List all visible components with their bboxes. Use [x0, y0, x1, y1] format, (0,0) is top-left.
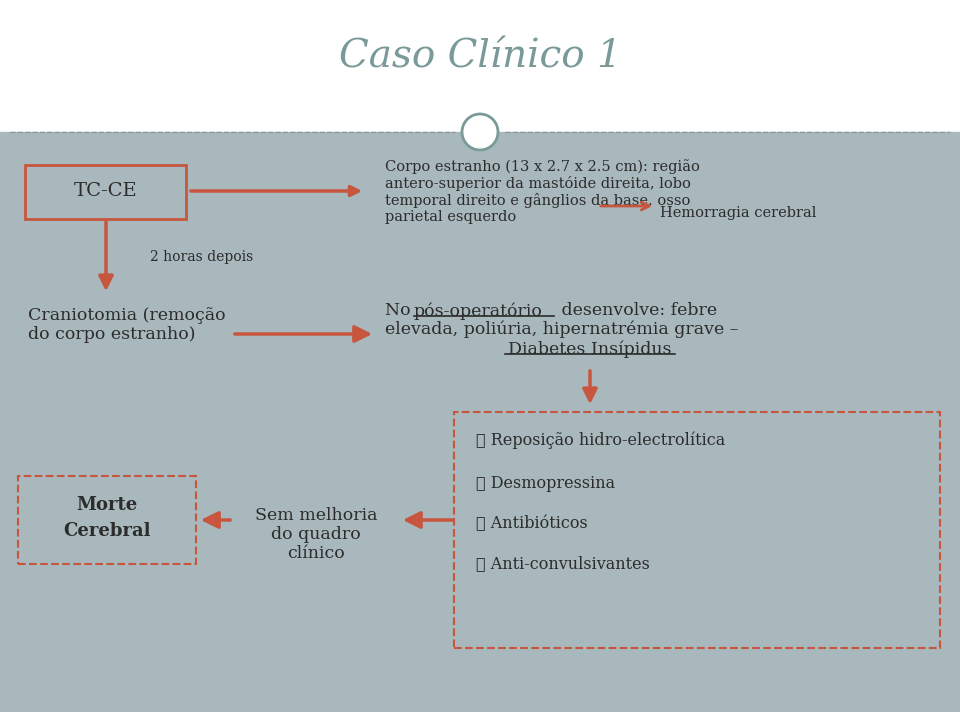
Text: Morte
Cerebral: Morte Cerebral: [63, 496, 151, 540]
Text: 2 horas depois: 2 horas depois: [150, 250, 253, 264]
Bar: [0, 132, 960, 712]
Text: TC-CE: TC-CE: [74, 182, 138, 200]
Text: Corpo estranho (13 x 2.7 x 2.5 cm): região: Corpo estranho (13 x 2.7 x 2.5 cm): regi…: [385, 159, 700, 174]
Text: ➤ Antibióticos: ➤ Antibióticos: [476, 515, 588, 533]
Text: Sem melhoria: Sem melhoria: [254, 507, 377, 524]
Text: clínico: clínico: [287, 545, 345, 562]
Text: pós-operatório: pós-operatório: [414, 302, 542, 320]
FancyBboxPatch shape: [25, 165, 186, 219]
Text: do corpo estranho): do corpo estranho): [28, 326, 196, 343]
FancyBboxPatch shape: [18, 476, 196, 564]
Text: Caso Clínico 1: Caso Clínico 1: [339, 38, 621, 75]
Text: do quadro: do quadro: [271, 526, 361, 543]
Text: ➤ Anti-convulsivantes: ➤ Anti-convulsivantes: [476, 555, 650, 572]
Text: Craniotomia (remoção: Craniotomia (remoção: [28, 307, 226, 324]
Text: Diabetes Insípidus: Diabetes Insípidus: [508, 340, 672, 357]
Circle shape: [462, 114, 498, 150]
Text: ➤ Desmopressina: ➤ Desmopressina: [476, 476, 615, 493]
Text: elevada, poliúria, hipernatrémia grave –: elevada, poliúria, hipernatrémia grave –: [385, 321, 738, 338]
Text: No: No: [385, 302, 416, 319]
Text: desenvolve: febre: desenvolve: febre: [556, 302, 717, 319]
Text: parietal esquerdo: parietal esquerdo: [385, 210, 516, 224]
Text: antero-superior da mastóide direita, lobo: antero-superior da mastóide direita, lob…: [385, 176, 691, 191]
Bar: [0, 0, 960, 132]
Text: Hemorragia cerebral: Hemorragia cerebral: [660, 206, 816, 220]
FancyBboxPatch shape: [454, 412, 940, 648]
Text: temporal direito e gânglios da base, osso: temporal direito e gânglios da base, oss…: [385, 193, 690, 208]
Text: ➤ Reposição hidro-electrolítica: ➤ Reposição hidro-electrolítica: [476, 431, 725, 449]
